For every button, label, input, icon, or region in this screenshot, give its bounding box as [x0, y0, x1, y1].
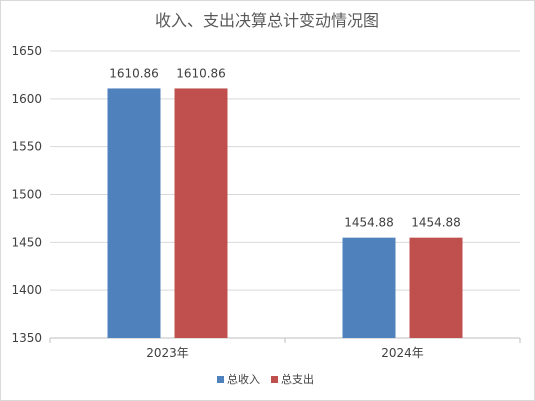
x-axis-ticks: 2023年 2024年	[49, 338, 521, 360]
legend-swatch	[217, 376, 224, 383]
y-tick-label: 1350	[11, 331, 42, 345]
bar-expense	[174, 88, 228, 338]
y-tick-label: 1550	[11, 140, 42, 154]
bars	[107, 88, 463, 338]
data-label: 1610.86	[109, 66, 159, 80]
legend-label: 总支出	[281, 372, 314, 386]
legend-swatch	[271, 376, 278, 383]
y-tick-label: 1400	[11, 283, 42, 297]
bar-expense	[409, 237, 463, 338]
chart-title: 收入、支出决算总计变动情况图	[155, 11, 379, 30]
y-axis-ticks: 1350 1400 1450 1500 1550 1600 1650	[11, 44, 42, 345]
bar-income	[107, 88, 161, 338]
y-tick-label: 1450	[11, 235, 42, 249]
bar-income	[342, 237, 396, 338]
data-labels: 1610.86 1610.86 1454.88 1454.88	[109, 66, 461, 229]
data-label: 1454.88	[411, 216, 461, 230]
legend: 总收入 总支出	[217, 372, 314, 386]
data-label: 1454.88	[344, 216, 394, 230]
y-tick-label: 1500	[11, 188, 42, 202]
y-tick-label: 1600	[11, 92, 42, 106]
data-label: 1610.86	[176, 66, 226, 80]
x-tick-label: 2023年	[146, 346, 189, 360]
legend-label: 总收入	[227, 372, 260, 386]
y-tick-label: 1650	[11, 44, 42, 58]
x-tick-label: 2024年	[381, 346, 424, 360]
